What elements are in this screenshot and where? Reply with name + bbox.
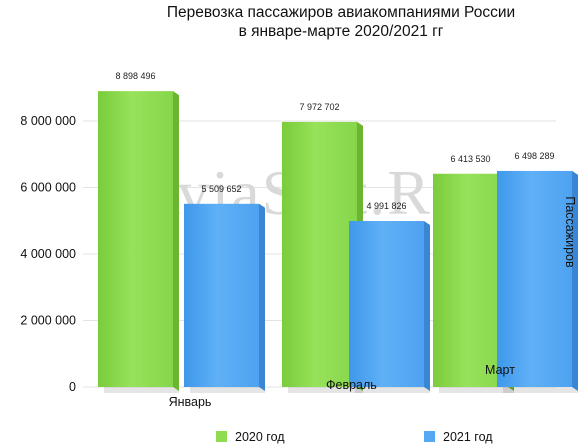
bar-side bbox=[424, 221, 430, 391]
x-category-label: Февраль bbox=[326, 378, 377, 392]
data-label: 6 413 530 bbox=[450, 154, 490, 164]
chart-title-line-2: в январе-марте 2020/2021 гг bbox=[239, 23, 444, 40]
y-axis-ticks: 0 2 000 000 4 000 000 6 000 000 8 000 000 bbox=[20, 114, 76, 394]
y-tick-label: 4 000 000 bbox=[20, 247, 76, 261]
data-label: 4 991 826 bbox=[366, 201, 406, 211]
bar-side bbox=[173, 91, 179, 392]
data-labels: 8 898 496 5 509 652 7 972 702 4 991 826 6 41… bbox=[115, 71, 554, 211]
data-label: 8 898 496 bbox=[115, 71, 155, 81]
bar-side bbox=[572, 170, 578, 391]
y-tick-label: 2 000 000 bbox=[20, 314, 76, 328]
y-tick-label: 8 000 000 bbox=[20, 114, 76, 128]
legend-label-2021: 2021 год bbox=[443, 430, 493, 444]
bar-2020-год-Январь bbox=[98, 91, 173, 388]
y-axis-label: Пассажиров bbox=[563, 196, 577, 268]
bars bbox=[98, 91, 578, 394]
bar-2021-год-Февраль bbox=[349, 221, 424, 387]
bar-2021-год-Март bbox=[497, 170, 572, 387]
data-label: 5 509 652 bbox=[201, 184, 241, 194]
legend-label-2020: 2020 год bbox=[235, 430, 285, 444]
x-category-label: Январь bbox=[169, 395, 212, 409]
bar-2021-год-Январь bbox=[184, 203, 259, 387]
data-label: 6 498 289 bbox=[514, 151, 554, 161]
chart-title-line-1: Перевозка пассажиров авиакомпаниями Росс… bbox=[167, 4, 515, 21]
legend: 2020 год 2021 год bbox=[216, 430, 493, 444]
legend-swatch-2021 bbox=[424, 431, 435, 442]
x-category-label: Март bbox=[485, 363, 515, 377]
data-label: 7 972 702 bbox=[299, 102, 339, 112]
bar-side bbox=[259, 203, 265, 391]
y-tick-label: 0 bbox=[69, 380, 76, 394]
bar-2020-год-Март bbox=[433, 173, 508, 387]
bar-2020-год-Февраль bbox=[282, 121, 357, 388]
legend-swatch-2020 bbox=[216, 431, 227, 442]
x-axis-categories: Январь Февраль Март bbox=[169, 363, 516, 409]
y-tick-label: 6 000 000 bbox=[20, 181, 76, 195]
